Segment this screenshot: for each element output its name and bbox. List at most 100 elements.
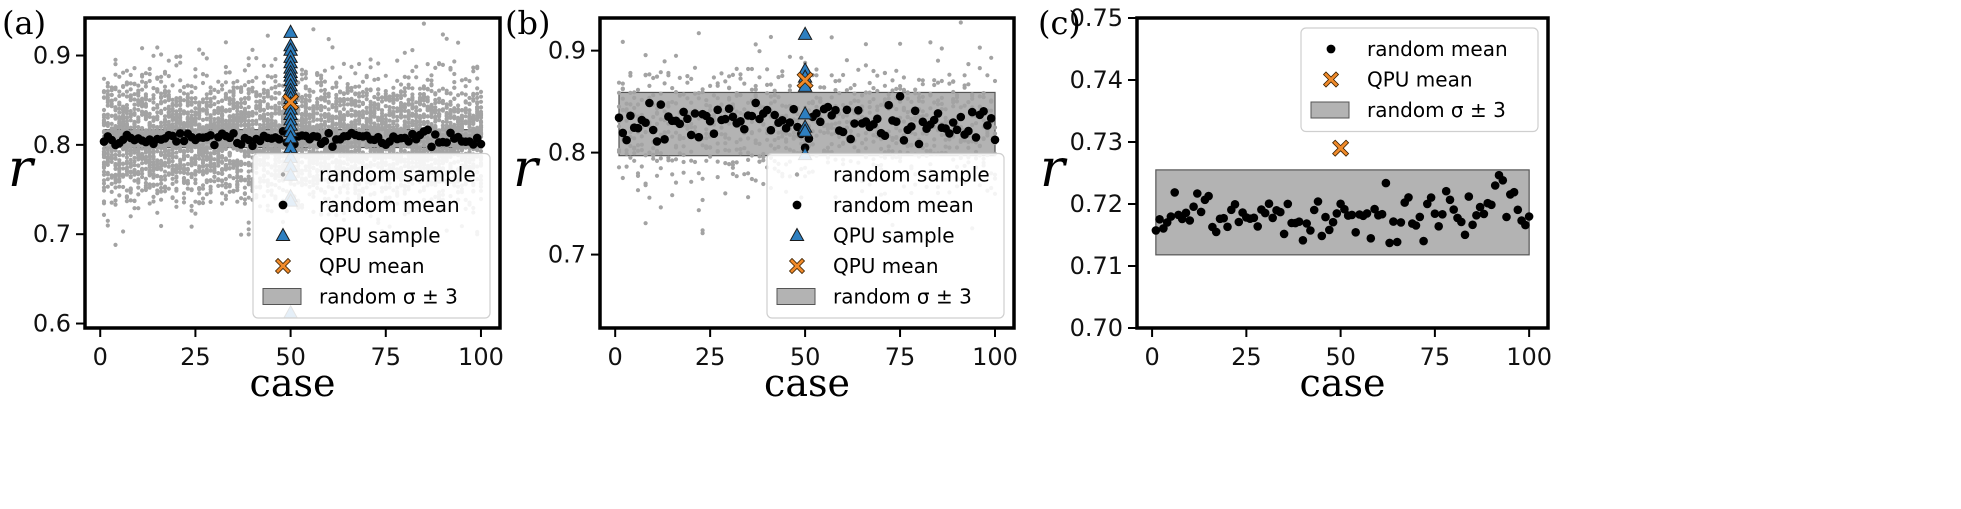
random-sample-point	[117, 179, 122, 184]
random-sample-point	[261, 95, 266, 100]
random-sample-point	[193, 116, 198, 121]
random-sample-point	[212, 120, 217, 125]
random-sample-point	[299, 72, 305, 77]
random-sample-point	[117, 110, 122, 115]
random-sample-point	[113, 198, 118, 203]
random-sample-point	[437, 148, 442, 153]
random-sample-point	[231, 98, 236, 103]
random-sample-point	[250, 131, 255, 137]
random-sample-point	[402, 119, 407, 124]
random-sample-point	[368, 114, 373, 119]
random-sample-point	[113, 166, 118, 171]
random-sample-point	[730, 72, 736, 77]
random-sample-point	[624, 101, 629, 106]
random-sample-point	[121, 104, 126, 110]
random-sample-point	[117, 193, 122, 198]
random-sample-point	[711, 75, 717, 80]
random-sample-point	[311, 109, 316, 114]
random-sample-point	[727, 136, 732, 141]
random-sample-point	[121, 92, 126, 97]
random-sample-point	[101, 76, 107, 81]
random-sample-point	[402, 50, 407, 55]
random-sample-point	[185, 153, 190, 159]
random-sample-point	[704, 127, 709, 132]
random-sample-point	[341, 117, 346, 123]
random-sample-point	[421, 98, 426, 103]
random-sample-point	[170, 123, 175, 128]
random-sample-point	[235, 79, 240, 84]
random-sample-point	[250, 128, 255, 133]
random-sample-point	[239, 113, 244, 118]
random-sample-point	[105, 151, 110, 156]
random-sample-point	[166, 104, 171, 109]
random-sample-point	[231, 100, 236, 106]
random-sample-point	[708, 145, 713, 150]
random-sample-point	[162, 177, 168, 182]
random-sample-point	[391, 105, 396, 110]
random-sample-point	[258, 93, 263, 98]
random-sample-point	[185, 148, 190, 154]
random-sample-point	[338, 75, 343, 80]
random-sample-point	[193, 199, 198, 204]
random-sample-point	[113, 152, 118, 157]
random-sample-point	[151, 175, 156, 180]
random-sample-point	[433, 92, 438, 97]
random-sample-point	[273, 96, 278, 101]
random-sample-point	[166, 89, 171, 94]
random-sample-point	[647, 83, 652, 88]
random-sample-point	[174, 96, 179, 101]
random-sample-point	[162, 162, 168, 167]
random-sample-point	[334, 80, 339, 85]
random-sample-point	[322, 111, 327, 117]
random-sample-point	[307, 128, 312, 133]
random-sample-point	[239, 117, 244, 122]
random-sample-point	[265, 145, 270, 150]
random-sample-point	[181, 156, 187, 162]
random-sample-point	[197, 156, 202, 161]
random-sample-point	[208, 121, 213, 127]
random-sample-point	[124, 151, 129, 156]
random-sample-point	[437, 62, 442, 67]
random-sample-point	[117, 153, 122, 158]
random-sample-point	[429, 106, 434, 111]
random-sample-point	[155, 103, 160, 108]
random-sample-point	[174, 150, 179, 155]
random-sample-point	[147, 126, 152, 131]
random-sample-point	[220, 153, 225, 159]
random-sample-point	[143, 166, 148, 171]
random-sample-point	[128, 125, 133, 130]
random-sample-point	[395, 123, 400, 128]
random-sample-point	[204, 123, 209, 128]
random-sample-point	[242, 122, 247, 127]
random-sample-point	[140, 126, 145, 131]
random-sample-point	[204, 102, 209, 107]
random-sample-point	[235, 85, 240, 90]
random-sample-point	[159, 185, 164, 191]
random-sample-point	[239, 123, 244, 128]
random-sample-point	[170, 146, 175, 151]
random-sample-point	[242, 161, 247, 166]
random-sample-point	[360, 112, 365, 117]
random-sample-point	[433, 100, 438, 106]
random-sample-point	[704, 136, 709, 141]
random-sample-point	[136, 169, 141, 175]
random-sample-point	[147, 150, 152, 155]
random-sample-point	[387, 111, 392, 116]
random-sample-point	[478, 127, 484, 133]
random-sample-point	[425, 140, 430, 145]
random-sample-point	[299, 67, 305, 72]
random-sample-point	[124, 115, 129, 120]
random-sample-point	[727, 74, 732, 79]
random-sample-point	[307, 125, 312, 130]
random-sample-point	[261, 80, 266, 85]
random-sample-point	[193, 122, 198, 127]
random-sample-point	[235, 164, 240, 169]
random-sample-point	[117, 173, 122, 178]
random-sample-point	[178, 60, 183, 65]
random-sample-point	[345, 146, 350, 151]
random-sample-point	[299, 77, 305, 82]
random-sample-point	[303, 69, 308, 74]
random-sample-point	[200, 142, 206, 147]
random-sample-point	[383, 91, 388, 96]
random-sample-point	[696, 208, 701, 213]
